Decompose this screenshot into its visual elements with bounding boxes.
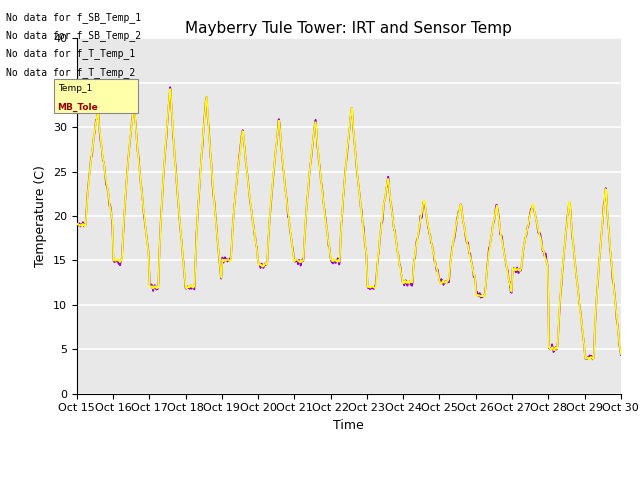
X-axis label: Time: Time xyxy=(333,419,364,432)
Legend: PanelT, AM25T: PanelT, AM25T xyxy=(259,478,438,480)
Title: Mayberry Tule Tower: IRT and Sensor Temp: Mayberry Tule Tower: IRT and Sensor Temp xyxy=(186,21,512,36)
Text: Temp_1: Temp_1 xyxy=(58,84,92,93)
Text: No data for f_SB_Temp_2: No data for f_SB_Temp_2 xyxy=(6,30,141,41)
Text: No data for f_T_Temp_1: No data for f_T_Temp_1 xyxy=(6,48,136,60)
Text: MB_Tole: MB_Tole xyxy=(58,103,99,112)
Text: No data for f_T_Temp_2: No data for f_T_Temp_2 xyxy=(6,67,136,78)
Y-axis label: Temperature (C): Temperature (C) xyxy=(35,165,47,267)
Text: No data for f_SB_Temp_1: No data for f_SB_Temp_1 xyxy=(6,12,141,23)
